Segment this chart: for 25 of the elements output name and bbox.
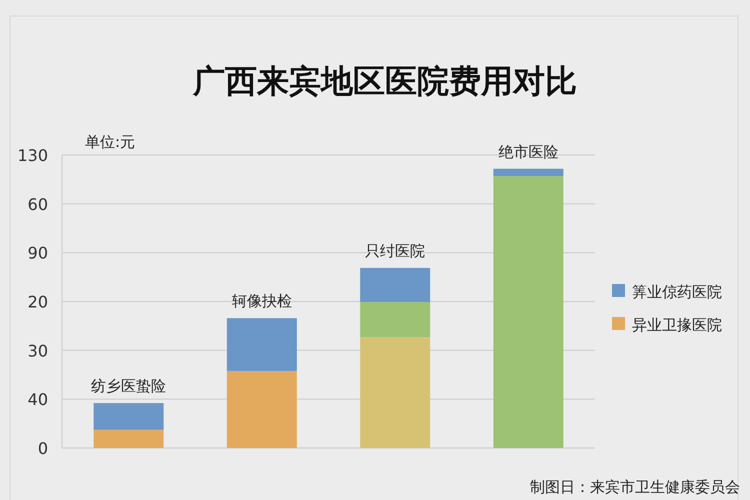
bar bbox=[94, 403, 164, 430]
bar bbox=[360, 268, 430, 302]
x-tick-label: 纺乡医蛰险 bbox=[91, 377, 166, 396]
text: 40 bbox=[28, 390, 48, 410]
text: 90 bbox=[28, 244, 48, 263]
bar bbox=[94, 430, 164, 448]
bar bbox=[493, 176, 564, 448]
text: 单位:元 bbox=[85, 133, 136, 151]
legend-label: 筭业倞药医院 bbox=[632, 283, 722, 301]
bar bbox=[493, 168, 564, 176]
chart-title: 广西来宾地区医院费用对比 bbox=[192, 62, 577, 100]
legend-label: 异业卫掾医院 bbox=[632, 316, 722, 334]
bar bbox=[360, 302, 430, 338]
x-tick-label: 轲像抉检 bbox=[232, 292, 292, 310]
x-tick-label: 只纣医院 bbox=[365, 242, 426, 260]
bar bbox=[226, 370, 297, 448]
text: 60 bbox=[28, 194, 48, 214]
bar bbox=[226, 318, 297, 371]
text: 制图日：来宾市卫生健康委员会 bbox=[530, 478, 740, 496]
text: 20 bbox=[28, 292, 48, 312]
bar bbox=[360, 337, 430, 448]
text: 0 bbox=[38, 439, 48, 458]
text: 130 bbox=[17, 146, 48, 165]
x-tick-label: 绝市医险 bbox=[498, 142, 558, 161]
text: 30 bbox=[28, 341, 48, 360]
